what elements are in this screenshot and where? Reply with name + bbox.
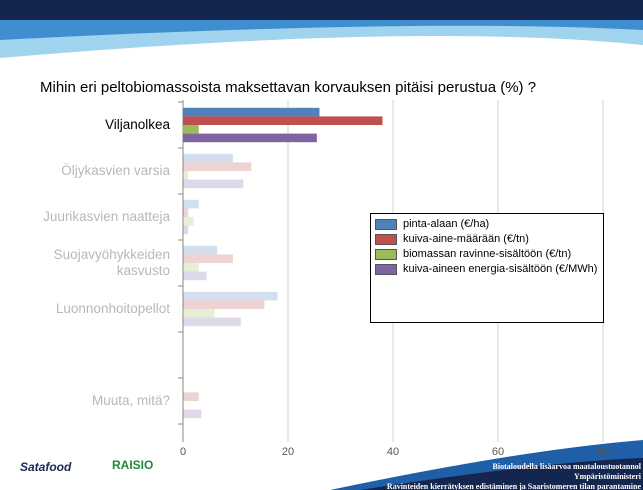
footer-line: Ravinteiden kierrätyksen edistäminen ja … [386, 482, 641, 490]
logo-raisio: RAISIO [112, 458, 154, 472]
footer-line: Biotaloudella lisäarvoa maataloustuotann… [492, 462, 641, 471]
legend-label: biomassan ravinne-sisältöön (€/tn) [403, 248, 572, 260]
x-tick-label: 40 [387, 446, 399, 458]
bar [183, 291, 278, 301]
legend: pinta-alaan (€/ha) kuiva-aine-määrään (€/… [370, 213, 604, 323]
bar [183, 300, 265, 309]
chart-title: Mihin eri peltobiomassoista maksettavan … [40, 79, 536, 96]
footer-text: Biotaloudella lisäarvoa maataloustuotann… [387, 462, 641, 490]
y-tick-label: Luonnonhoitopellot [55, 301, 170, 316]
x-tick-label: 60 [492, 446, 504, 458]
bar [183, 125, 199, 134]
bar [183, 179, 244, 189]
legend-item: kuiva-aine-määrään (€/tn) [375, 233, 599, 245]
bar [183, 317, 241, 327]
y-tick-label: Juurikasvien naatteja [43, 209, 170, 224]
logo-satafood: Satafood [20, 460, 72, 474]
bar [183, 217, 194, 226]
bottom-wave-dark [360, 458, 643, 490]
bar [183, 309, 215, 318]
legend-item: kuiva-aineen energia-sisältöön (€/MWh) [375, 263, 599, 275]
top-wave-dark [0, 20, 643, 40]
legend-label: pinta-alaan (€/ha) [403, 218, 490, 230]
y-tick-label: Suojavyöhykkeiden kasvusto [53, 247, 170, 278]
bar [183, 208, 189, 217]
bar [183, 245, 218, 255]
top-band [0, 0, 643, 20]
legend-swatch [375, 219, 397, 230]
bar [183, 271, 207, 281]
bar [183, 162, 252, 171]
footer-line: Ympäristöministeri [573, 472, 641, 481]
bar [183, 153, 233, 163]
bar [183, 171, 189, 180]
bar [183, 225, 189, 235]
legend-item: pinta-alaan (€/ha) [375, 218, 599, 230]
legend-label: kuiva-aineen energia-sisältöön (€/MWh) [403, 263, 598, 275]
bar [183, 199, 199, 209]
legend-swatch [375, 264, 397, 275]
legend-swatch [375, 249, 397, 260]
bar [183, 254, 233, 263]
bar [183, 392, 199, 401]
legend-swatch [375, 234, 397, 245]
x-tick-label: 20 [282, 446, 294, 458]
y-tick-label: Viljanolkea [104, 117, 170, 132]
bar [183, 107, 320, 117]
bar [183, 133, 317, 143]
x-tick-label: 0 [180, 446, 186, 458]
bar [183, 409, 202, 419]
y-tick-label: Muuta, mitä? [91, 393, 170, 408]
y-tick-label: Öljykasvien varsia [61, 163, 170, 178]
legend-item: biomassan ravinne-sisältöön (€/tn) [375, 248, 599, 260]
bar [183, 263, 199, 272]
bar [183, 116, 383, 125]
x-tick-label: 80 [597, 446, 609, 458]
legend-label: kuiva-aine-määrään (€/tn) [403, 233, 529, 245]
